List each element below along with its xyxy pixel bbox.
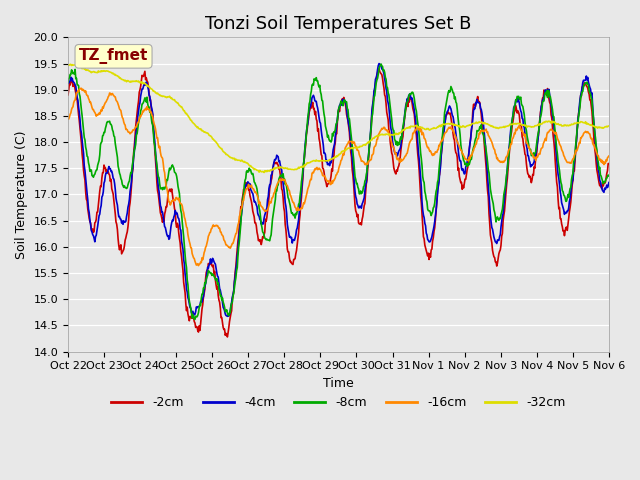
- -16cm: [396, 158, 403, 164]
- Line: -16cm: -16cm: [68, 88, 609, 265]
- -8cm: [191, 317, 199, 323]
- -2cm: [605, 161, 612, 167]
- -16cm: [605, 153, 612, 159]
- -2cm: [255, 238, 262, 243]
- Y-axis label: Soil Temperature (C): Soil Temperature (C): [15, 130, 28, 259]
- -16cm: [77, 85, 84, 91]
- -8cm: [396, 141, 403, 146]
- Line: -2cm: -2cm: [68, 69, 609, 337]
- Line: -4cm: -4cm: [68, 64, 609, 316]
- -8cm: [426, 208, 434, 214]
- -8cm: [605, 173, 612, 179]
- -8cm: [275, 176, 283, 182]
- -32cm: [426, 127, 434, 133]
- -32cm: [276, 165, 284, 171]
- -2cm: [127, 182, 135, 188]
- -2cm: [375, 66, 383, 72]
- -16cm: [426, 148, 434, 154]
- -16cm: [129, 129, 136, 134]
- -32cm: [228, 155, 236, 161]
- -2cm: [223, 334, 231, 340]
- -8cm: [127, 170, 135, 176]
- -4cm: [426, 239, 434, 245]
- -32cm: [260, 169, 268, 175]
- Legend: -2cm, -4cm, -8cm, -16cm, -32cm: -2cm, -4cm, -8cm, -16cm, -32cm: [106, 391, 571, 414]
- -8cm: [228, 300, 236, 306]
- -16cm: [64, 116, 72, 122]
- -4cm: [375, 61, 383, 67]
- Title: Tonzi Soil Temperatures Set B: Tonzi Soil Temperatures Set B: [205, 15, 472, 33]
- -4cm: [275, 159, 283, 165]
- -2cm: [275, 166, 283, 172]
- Line: -8cm: -8cm: [68, 64, 609, 320]
- -8cm: [377, 61, 385, 67]
- -4cm: [255, 213, 262, 218]
- -16cm: [276, 177, 284, 183]
- -32cm: [67, 61, 74, 67]
- -8cm: [255, 198, 262, 204]
- -32cm: [129, 78, 136, 84]
- -32cm: [255, 168, 262, 173]
- -2cm: [396, 160, 403, 166]
- -4cm: [64, 81, 72, 86]
- -4cm: [605, 180, 612, 185]
- -32cm: [605, 123, 612, 129]
- -4cm: [223, 313, 231, 319]
- X-axis label: Time: Time: [323, 377, 354, 390]
- -16cm: [228, 240, 236, 246]
- -4cm: [127, 178, 135, 184]
- -32cm: [64, 62, 72, 68]
- -2cm: [426, 251, 434, 256]
- -32cm: [396, 131, 403, 136]
- -4cm: [228, 300, 236, 305]
- -16cm: [255, 201, 263, 206]
- -16cm: [195, 263, 202, 268]
- -2cm: [64, 92, 72, 98]
- -8cm: [64, 79, 72, 85]
- Line: -32cm: -32cm: [68, 64, 609, 172]
- -2cm: [228, 308, 236, 313]
- Text: TZ_fmet: TZ_fmet: [79, 48, 148, 64]
- -4cm: [396, 147, 403, 153]
